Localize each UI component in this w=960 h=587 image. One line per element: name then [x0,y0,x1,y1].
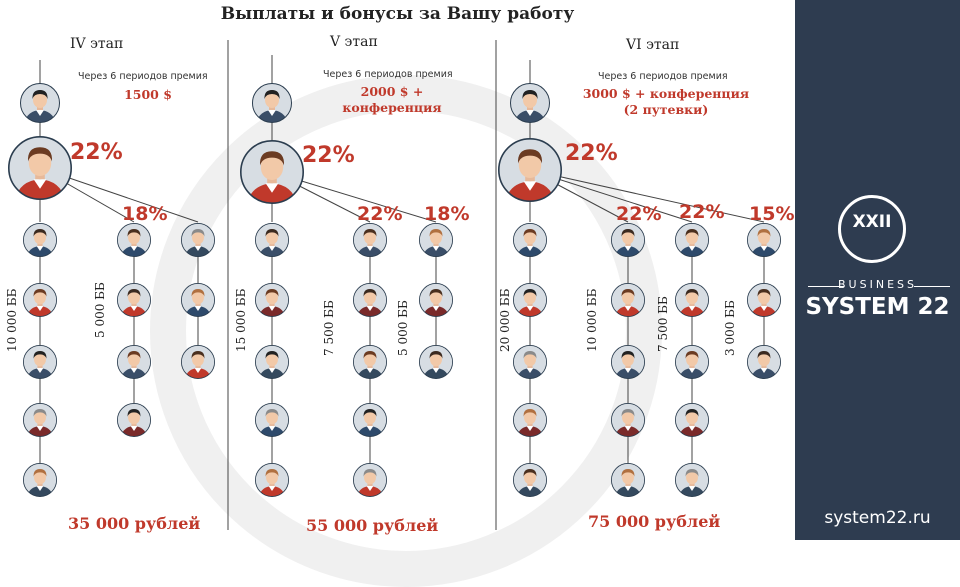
person-avatar-icon [252,83,292,123]
stage-6-total: 75 000 рублей [588,512,721,531]
stage-6-bb-3: 7 500 ББ [656,296,670,352]
stage-6-bb-2: 10 000 ББ [585,288,599,352]
person-avatar-icon [255,223,289,257]
person-avatar-icon [181,283,215,317]
person-avatar-icon [20,83,60,123]
person-avatar-icon [611,463,645,497]
person-avatar-icon [675,283,709,317]
stage-4-prize: 1500 $ [124,87,172,102]
stage-6-bb-4: 3 000 ББ [723,300,737,356]
person-avatar-icon [117,283,151,317]
stage-6-branch-pct-3: 15% [749,203,795,225]
person-avatar-icon [747,283,781,317]
stage-5-label: V этап [330,34,378,50]
stage-4-bb-2: 5 000 ББ [93,282,107,338]
person-avatar-icon [513,283,547,317]
person-avatar-icon [23,403,57,437]
stage-4-total: 35 000 рублей [68,514,201,533]
person-avatar-icon [23,463,57,497]
person-avatar-icon [747,345,781,379]
person-avatar-icon [510,83,550,123]
person-avatar-icon [419,283,453,317]
stage-5-total: 55 000 рублей [306,516,439,535]
stage-6-label: VI этап [626,37,680,53]
person-avatar-icon [675,403,709,437]
stage-5-branch-pct-2: 18% [424,203,470,225]
divider-left [808,286,844,287]
stage-4-label: IV этап [70,36,124,52]
person-avatar-icon [419,223,453,257]
brand-panel [795,0,960,540]
logo-circle [838,195,906,263]
stage-6-branch-pct-1: 22% [616,203,662,225]
stage-6-prize: 3000 $ + конференция (2 путевки) [582,86,750,117]
stage-4-bb-1: 10 000 ББ [5,288,19,352]
person-avatar-icon [181,223,215,257]
brand-site[interactable]: system22.ru [824,508,931,528]
person-avatar-icon [353,403,387,437]
person-avatar-icon [747,223,781,257]
stage-5-bb-1: 15 000 ББ [234,288,248,352]
person-avatar-icon [611,283,645,317]
person-avatar-icon [353,463,387,497]
connector-line [529,169,765,223]
person-avatar-icon [675,223,709,257]
person-avatar-icon [23,223,57,257]
logo-mark: ХХII [852,212,892,232]
person-avatar-icon [675,345,709,379]
stage-5-bb-2: 7 500 ББ [322,300,336,356]
person-avatar-icon [255,403,289,437]
person-avatar-icon [255,283,289,317]
person-avatar-icon [419,345,453,379]
stage-5-branch-pct-1: 22% [357,203,403,225]
divider-right [914,286,950,287]
stage-6-note: Через 6 периодов премия [598,71,728,82]
person-avatar-icon [255,463,289,497]
person-avatar-icon [8,136,72,200]
person-avatar-icon [513,463,547,497]
person-avatar-icon [611,345,645,379]
person-avatar-icon [117,345,151,379]
person-avatar-icon [255,345,289,379]
stage-4-main-pct: 22% [70,140,123,165]
person-avatar-icon [611,223,645,257]
person-avatar-icon [240,140,304,204]
brand-name: SYSTEM 22 [805,294,950,320]
brand-sub: BUSINESS [838,278,917,291]
person-avatar-icon [23,283,57,317]
stage-6-bb-1: 20 000 ББ [498,288,512,352]
stage-5-note: Через 6 периодов премия [323,69,453,80]
person-avatar-icon [675,463,709,497]
person-avatar-icon [513,345,547,379]
stage-6-branch-pct-2: 22% [679,201,725,223]
person-avatar-icon [611,403,645,437]
person-avatar-icon [353,345,387,379]
person-avatar-icon [117,223,151,257]
person-avatar-icon [498,138,562,202]
person-avatar-icon [513,403,547,437]
person-avatar-icon [23,345,57,379]
stage-4-note: Через 6 периодов премия [78,71,208,82]
person-avatar-icon [181,345,215,379]
person-avatar-icon [117,403,151,437]
stage-5-prize: 2000 $ + конференция [342,84,442,115]
stage-5-main-pct: 22% [302,143,355,168]
person-avatar-icon [353,223,387,257]
person-avatar-icon [513,223,547,257]
stage-5-bb-3: 5 000 ББ [396,300,410,356]
person-avatar-icon [353,283,387,317]
stage-4-branch-pct-1: 18% [122,203,168,225]
stage-6-main-pct: 22% [565,141,618,166]
page-title: Выплаты и бонусы за Вашу работу [220,4,575,24]
